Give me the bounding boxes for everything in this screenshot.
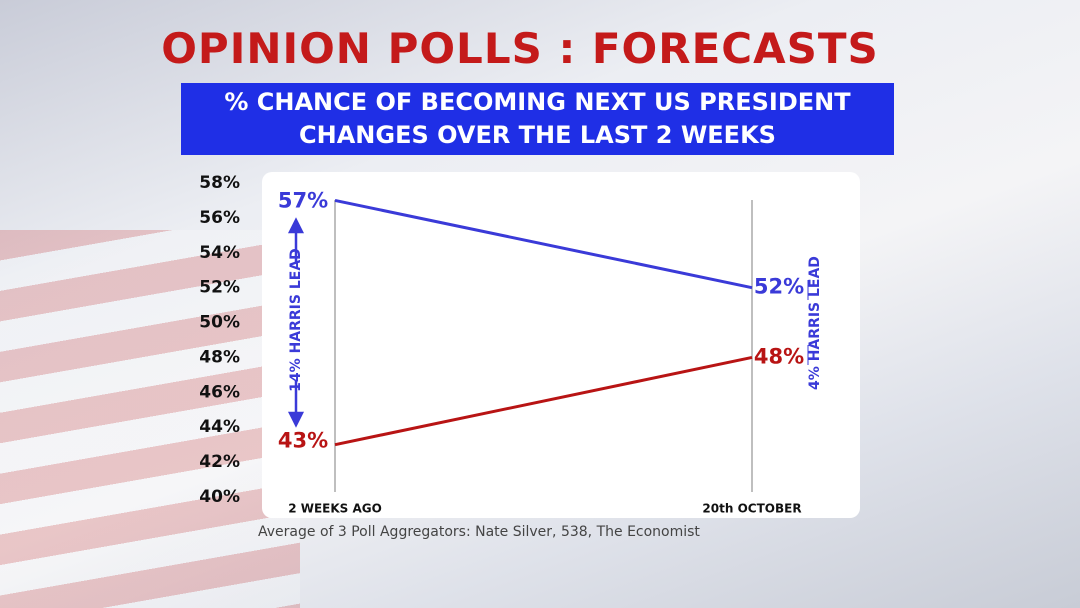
y-tick-label: 52%: [199, 278, 240, 298]
lead-arrow: [287, 217, 809, 428]
annotation: 4% HARRIS LEAD: [807, 256, 823, 390]
y-tick-label: 56%: [199, 208, 240, 228]
y-tick-label: 50%: [199, 313, 240, 333]
series-line: [334, 198, 753, 290]
y-tick-label: 54%: [199, 243, 240, 263]
y-tick-label: 44%: [199, 417, 240, 437]
y-tick-label: 48%: [199, 347, 240, 367]
subtitle-text: % CHANCE OF BECOMING: [224, 88, 566, 116]
title: OPINION POLLS : FORECASTS: [161, 24, 879, 73]
y-tick-label: 58%: [199, 173, 240, 193]
value-label: 43%: [278, 429, 328, 453]
value-label: 52%: [754, 275, 804, 299]
subtitle-emphasis: NEXT US PRESIDENT: [574, 88, 851, 116]
x-tick-label: 2 WEEKS AGO: [288, 502, 382, 516]
subtitle-box: % CHANCE OF BECOMING NEXT US PRESIDENT C…: [181, 83, 894, 155]
footnote: Average of 3 Poll Aggregators: Nate Silv…: [258, 524, 700, 540]
flag-decoration: [0, 230, 300, 608]
y-tick-label: 40%: [199, 487, 240, 507]
x-tick-label: 20th OCTOBER: [702, 502, 801, 516]
y-tick-label: 42%: [199, 452, 240, 472]
series-line: [334, 355, 753, 447]
y-tick-label: 46%: [199, 382, 240, 402]
plot-panel: [262, 172, 860, 518]
value-label: 48%: [754, 344, 804, 368]
subtitle-text: CHANGES OVER THE LAST 2 WEEKS: [299, 121, 776, 149]
value-label: 57%: [278, 188, 328, 212]
annotation: 14% HARRIS LEAD: [288, 248, 304, 392]
